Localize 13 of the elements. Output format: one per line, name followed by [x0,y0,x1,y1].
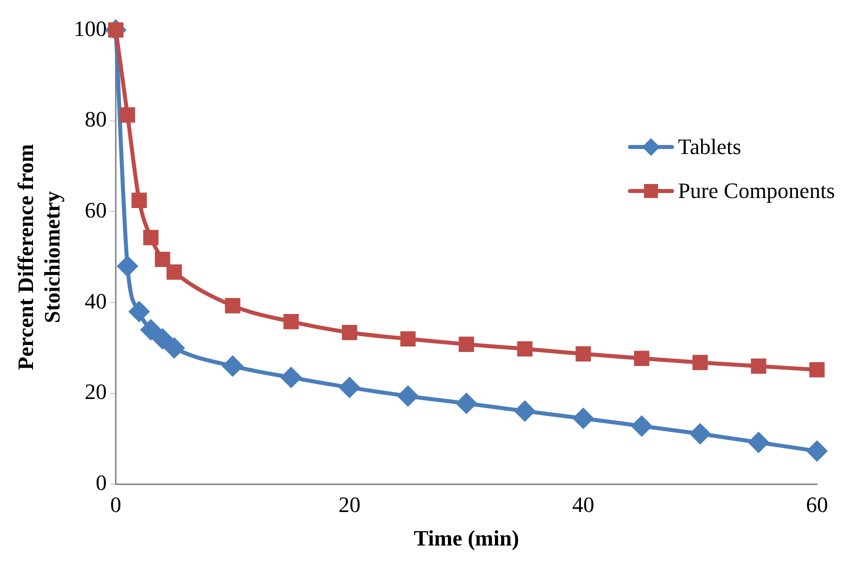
y-axis-title: Percent Difference from Stoichiometry [12,144,64,370]
legend-label: Pure Components [678,178,835,204]
legend-label: Tablets [678,134,742,160]
x-tick-label: 60 [806,492,828,518]
y-tick-label: 0 [96,470,107,495]
x-tick-label: 40 [572,492,594,518]
y-tick-label: 20 [84,379,107,404]
x-axis-title: Time (min) [414,525,520,550]
y-tick-label: 80 [84,106,107,132]
x-tick-label: 20 [338,492,361,518]
y-tick-label: 40 [84,288,107,314]
y-tick-label: 60 [84,197,107,222]
y-tick-label: 100 [74,16,107,41]
